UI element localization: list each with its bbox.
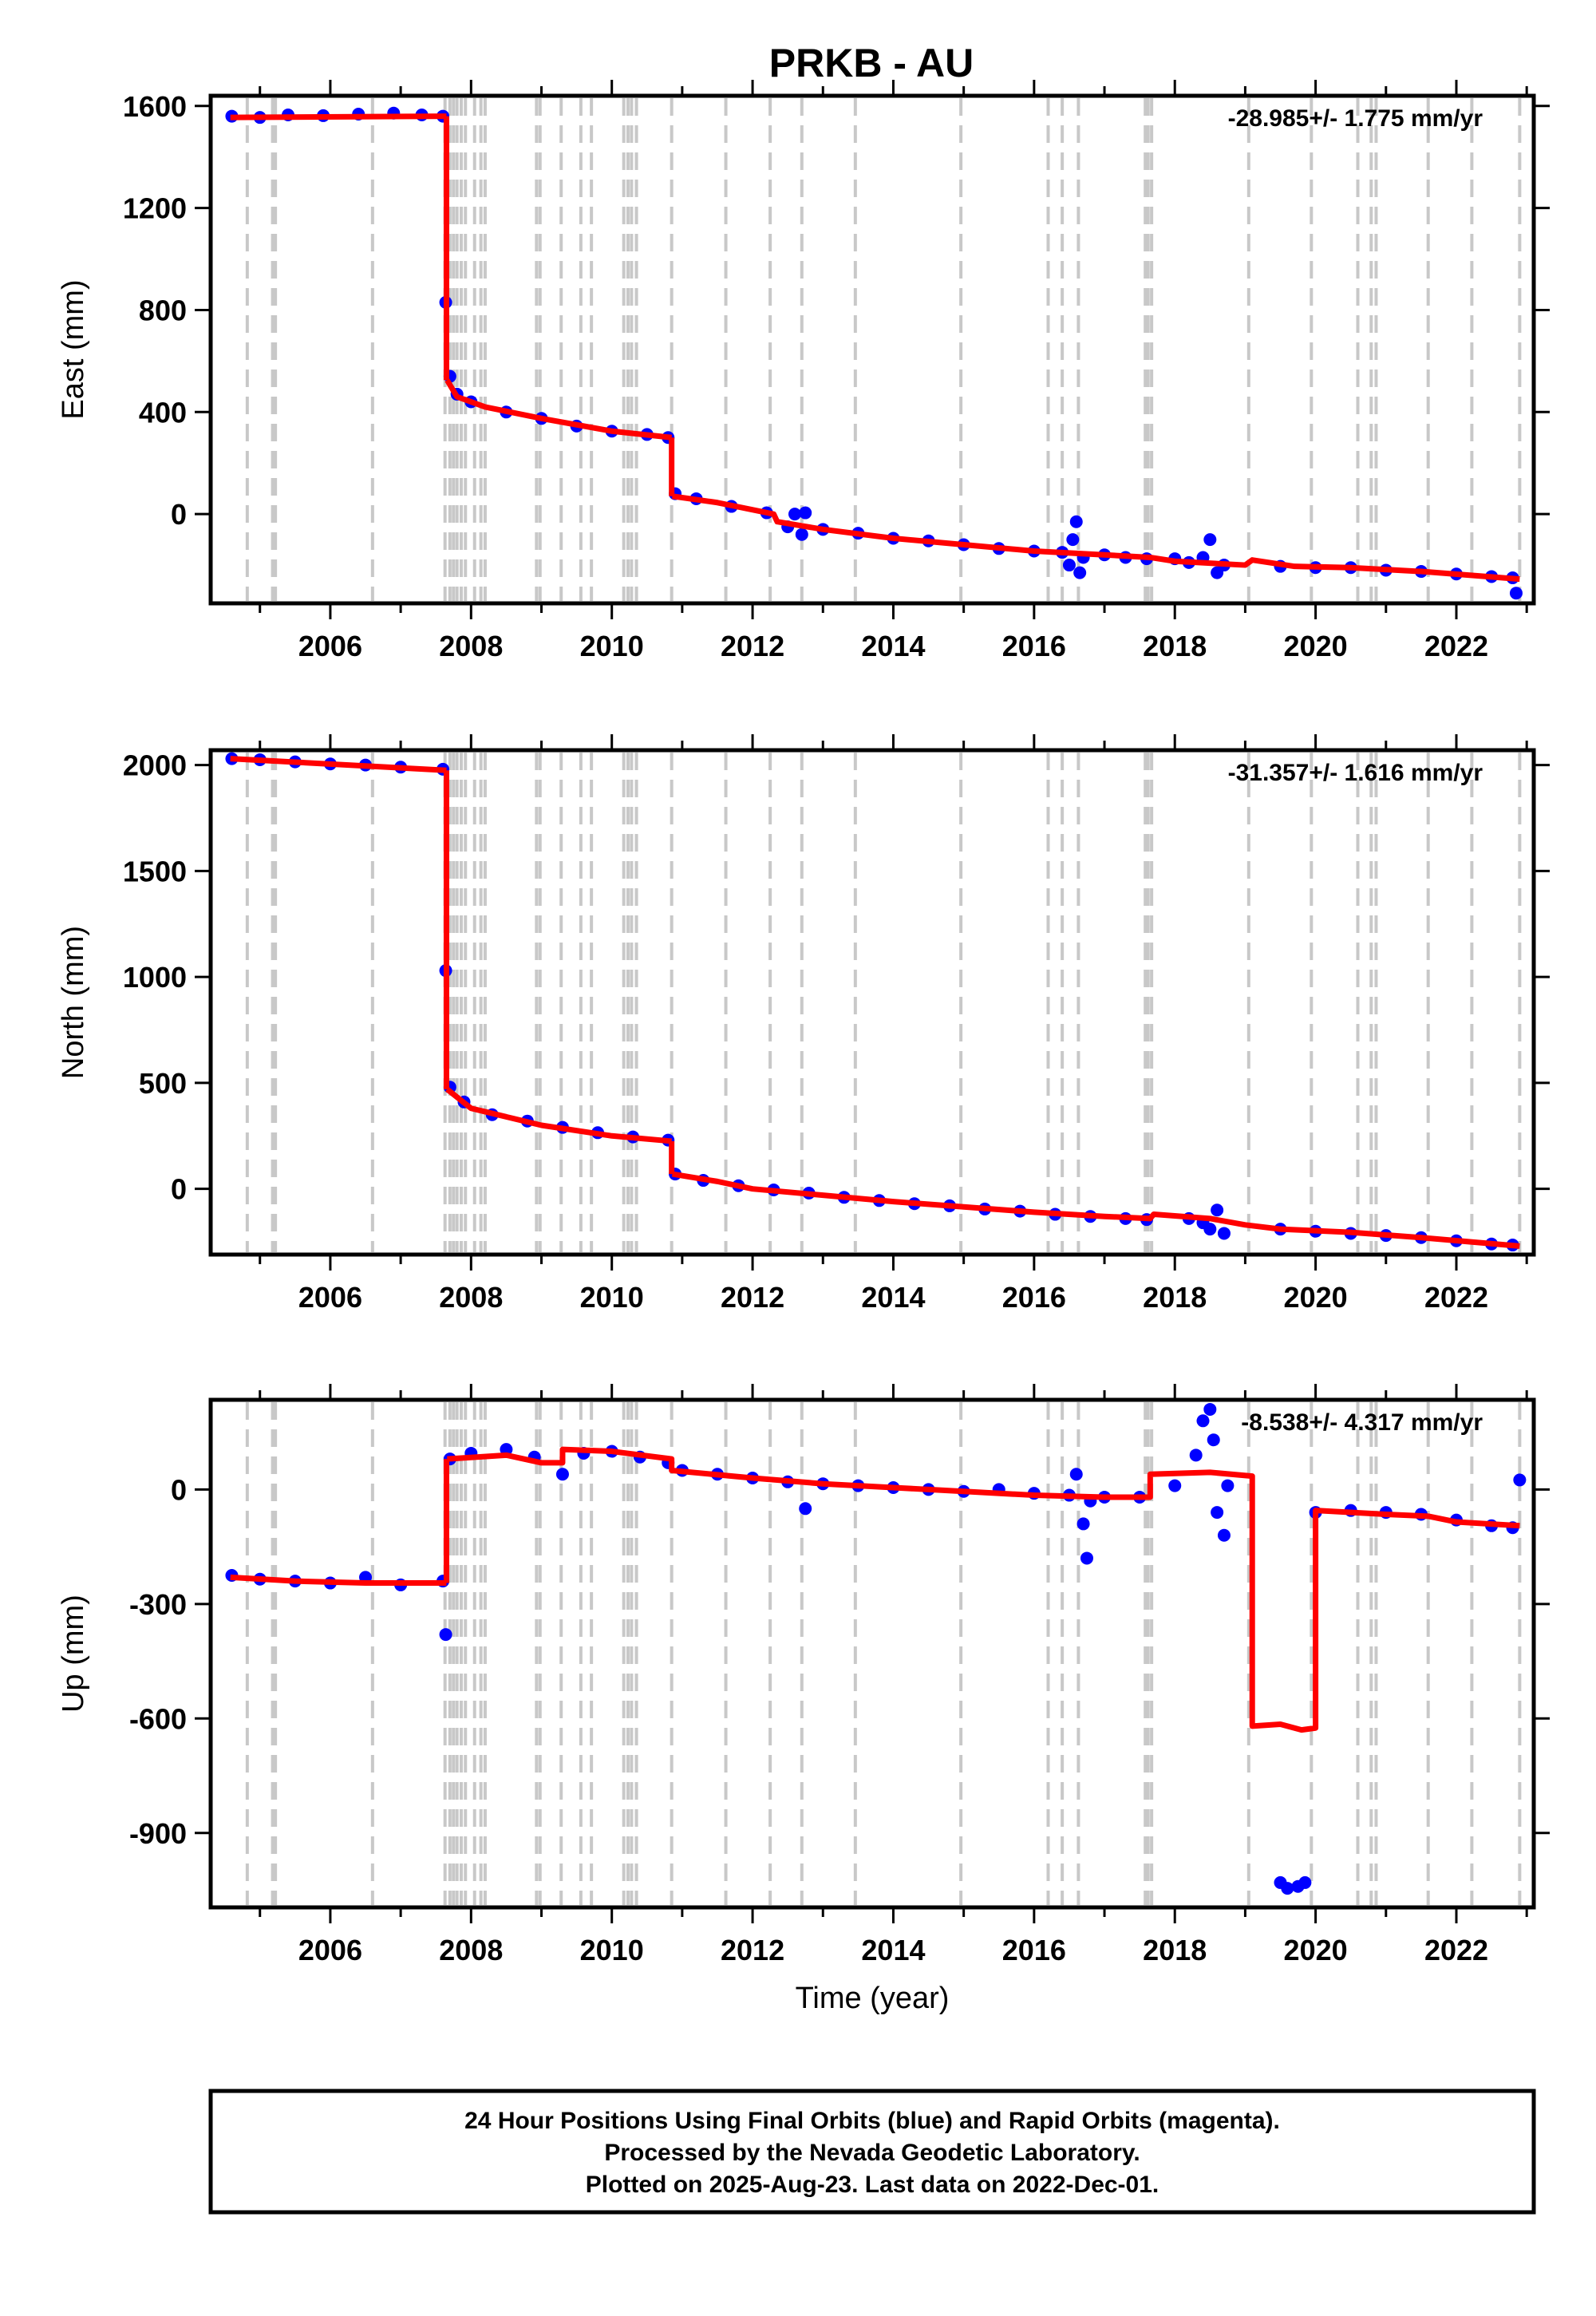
x-tick-label: 2008 — [439, 630, 503, 662]
data-point — [1066, 533, 1080, 547]
data-point — [1203, 533, 1217, 547]
footer-box: 24 Hour Positions Using Final Orbits (bl… — [208, 2089, 1536, 2215]
data-point — [1207, 1433, 1220, 1447]
data-point — [1062, 559, 1076, 572]
y-tick-label: 0 — [171, 498, 187, 531]
data-point — [555, 1468, 569, 1481]
x-tick-label: 2022 — [1424, 1281, 1488, 1314]
x-tick-label: 2018 — [1143, 630, 1207, 662]
model-line — [445, 1087, 672, 1144]
y-axis-label: East (mm) — [57, 279, 90, 419]
data-point — [788, 508, 801, 521]
footer-line-2: Processed by the Nevada Geodetic Laborat… — [604, 2140, 1140, 2166]
x-axis-label: Time (year) — [796, 1982, 950, 2015]
data-point — [1077, 1517, 1090, 1531]
x-tick-label: 2018 — [1143, 1934, 1207, 1966]
data-point — [1217, 1227, 1231, 1240]
x-tick-label: 2010 — [580, 1934, 644, 1966]
chart-title: PRKB - AU — [769, 41, 974, 85]
rate-label: -28.985+/- 1.775 mm/yr — [1228, 105, 1483, 132]
x-tick-label: 2020 — [1284, 630, 1348, 662]
east-panel: 2006 2008 2010 2012 2014 2016 2018 2020 2022 1600… — [57, 80, 1550, 662]
x-tick-label: 2008 — [439, 1281, 503, 1314]
y-tick-label: 1200 — [123, 192, 187, 225]
rate-label: -31.357+/- 1.616 mm/yr — [1228, 760, 1483, 786]
y-tick-label: 2000 — [123, 749, 187, 782]
model-line — [230, 1574, 447, 1587]
up-panel: 2006 2008 2010 2012 2014 2016 2018 2020 2022 0 -30… — [57, 1384, 1550, 2015]
data-point — [1221, 1479, 1235, 1492]
y-tick-label: 400 — [139, 396, 187, 429]
x-tick-label: 2010 — [580, 630, 644, 662]
rate-label: -8.538+/- 4.317 mm/yr — [1241, 1409, 1483, 1436]
x-tick-label: 2006 — [298, 1281, 362, 1314]
north-panel: 2006 2008 2010 2012 2014 2016 2018 2020 2022 2000… — [57, 734, 1550, 1314]
data-point — [1513, 1473, 1527, 1487]
x-tick-label: 2014 — [861, 1934, 925, 1966]
x-tick-label: 2014 — [861, 1281, 925, 1314]
data-point — [1073, 566, 1087, 579]
data-point — [799, 1502, 812, 1516]
x-tick-label: 2010 — [580, 1281, 644, 1314]
x-tick-label: 2022 — [1424, 1934, 1488, 1966]
y-tick-label: -300 — [129, 1588, 187, 1621]
model-line — [671, 1171, 1520, 1249]
x-tick-label: 2008 — [439, 1934, 503, 1966]
data-point — [1203, 1402, 1217, 1416]
y-tick-label: 1600 — [123, 90, 187, 123]
x-tick-label: 2016 — [1002, 1934, 1066, 1966]
data-point — [799, 506, 812, 520]
data-point — [1298, 1875, 1312, 1889]
model-line — [444, 378, 673, 441]
x-tick-label: 2006 — [298, 630, 362, 662]
data-point — [1196, 1414, 1210, 1428]
x-tick-label: 2012 — [721, 630, 784, 662]
x-tick-label: 2022 — [1424, 630, 1488, 662]
y-axis-label: Up (mm) — [57, 1595, 90, 1713]
y-axis-label: North (mm) — [57, 926, 90, 1079]
data-point — [1509, 587, 1523, 600]
plot-frame — [208, 93, 1536, 606]
data-point — [795, 528, 808, 541]
y-tick-label: -900 — [129, 1817, 187, 1850]
plot-frame — [208, 748, 1536, 1257]
x-tick-label: 2016 — [1002, 1281, 1066, 1314]
data-point — [1189, 1448, 1203, 1462]
footer-line-1: 24 Hour Positions Using Final Orbits (bl… — [464, 2108, 1280, 2134]
data-point — [1217, 1528, 1231, 1542]
x-tick-label: 2014 — [861, 630, 925, 662]
x-tick-label: 2006 — [298, 1934, 362, 1966]
data-point — [1069, 1468, 1083, 1481]
x-tick-label: 2016 — [1002, 630, 1066, 662]
y-tick-label: 1000 — [123, 961, 187, 994]
y-tick-label: -600 — [129, 1702, 187, 1735]
model-line — [230, 756, 447, 773]
data-point — [1080, 1551, 1093, 1565]
x-tick-label: 2018 — [1143, 1281, 1207, 1314]
data-point — [439, 1628, 452, 1642]
x-tick-label: 2012 — [721, 1934, 784, 1966]
y-tick-label: 500 — [139, 1067, 187, 1100]
data-point — [1069, 515, 1083, 528]
data-point — [1281, 1882, 1294, 1895]
y-tick-label: 800 — [139, 294, 187, 326]
y-tick-label: 0 — [171, 1173, 187, 1206]
y-tick-label: 0 — [171, 1473, 187, 1506]
model-line — [230, 113, 447, 121]
x-tick-label: 2020 — [1284, 1281, 1348, 1314]
data-point — [1203, 1223, 1217, 1236]
x-tick-label: 2012 — [721, 1281, 784, 1314]
footer-line-3: Plotted on 2025-Aug-23. Last data on 202… — [586, 2172, 1159, 2198]
plot-frame — [208, 1397, 1536, 1910]
x-tick-label: 2020 — [1284, 1934, 1348, 1966]
data-point — [1211, 1203, 1224, 1217]
model-line — [672, 493, 1520, 583]
model-line — [447, 1446, 1520, 1733]
data-point — [1211, 1506, 1224, 1520]
footer-frame — [208, 2089, 1536, 2215]
data-point — [1168, 1479, 1182, 1492]
y-tick-label: 1500 — [123, 855, 187, 887]
